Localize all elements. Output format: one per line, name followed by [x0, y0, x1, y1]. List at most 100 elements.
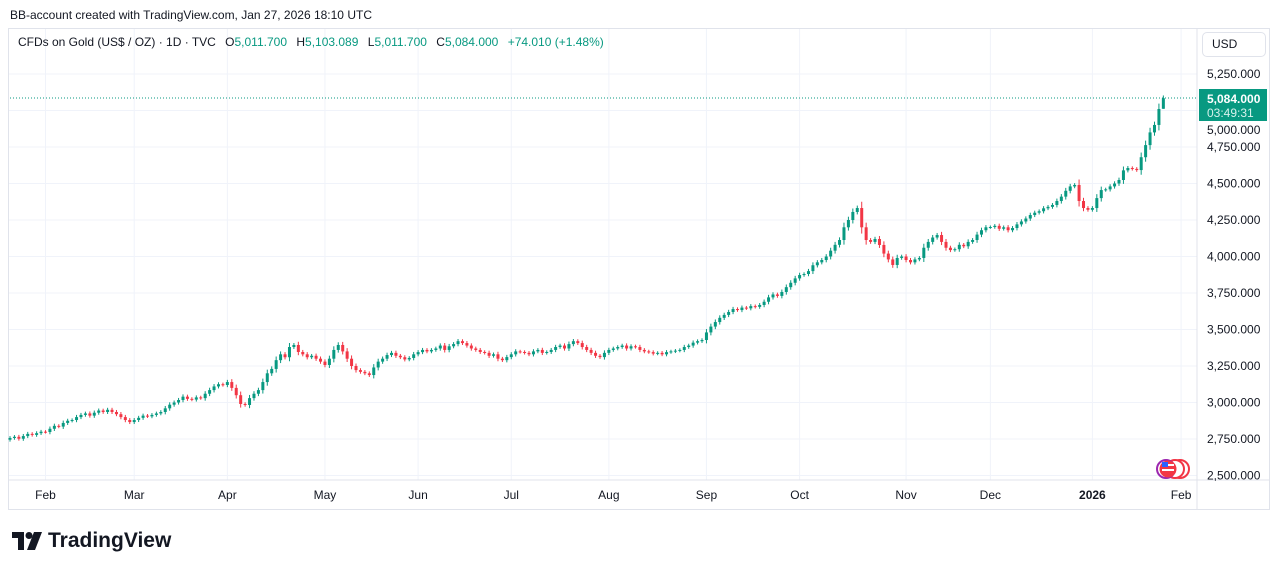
candle-body	[1006, 227, 1010, 231]
candle-body	[1059, 196, 1063, 202]
candle	[678, 348, 682, 353]
candle-body	[891, 259, 895, 265]
candle	[620, 343, 624, 349]
candle	[966, 239, 970, 249]
candle-body	[190, 398, 194, 400]
candle-body	[137, 417, 141, 421]
candles	[8, 95, 1165, 442]
candle	[1095, 194, 1099, 212]
candle	[75, 414, 79, 423]
candle-body	[793, 278, 797, 283]
candle	[292, 343, 296, 349]
candle	[48, 426, 52, 435]
candle-body	[922, 247, 926, 258]
candle	[767, 294, 771, 305]
candle	[505, 354, 509, 363]
candle	[163, 405, 167, 415]
candle-body	[101, 410, 105, 412]
candle-body	[61, 422, 65, 427]
candle-body	[327, 358, 331, 365]
candle	[838, 237, 842, 248]
candle	[26, 431, 30, 439]
candle-body	[376, 361, 380, 368]
candle	[696, 339, 700, 345]
candle-body	[833, 244, 837, 251]
candle	[123, 414, 127, 423]
candle	[341, 341, 345, 355]
candle-body	[727, 311, 731, 315]
candle	[1161, 95, 1165, 109]
candle	[793, 275, 797, 286]
price-tick-label: 4,000.000	[1207, 250, 1261, 264]
candle	[1015, 222, 1019, 231]
symbol-legend: CFDs on Gold (US$ / OZ) · 1D · TVC O5,01…	[18, 35, 604, 49]
candle	[416, 350, 420, 357]
candle-body	[633, 346, 637, 348]
candle	[429, 348, 433, 354]
economic-events-icon[interactable]	[1156, 459, 1190, 479]
candle	[656, 351, 660, 356]
candle-body	[1108, 186, 1112, 190]
candle-body	[243, 403, 247, 405]
candle-body	[469, 345, 473, 349]
candle-body	[909, 260, 913, 263]
candle	[132, 418, 136, 425]
candle-body	[287, 347, 291, 358]
symbol-title[interactable]: CFDs on Gold (US$ / OZ) · 1D · TVC	[18, 35, 216, 49]
candle-body	[931, 237, 935, 242]
candle-body	[660, 352, 664, 355]
candle-body	[398, 355, 402, 358]
candle-body	[123, 417, 127, 421]
candle	[389, 350, 393, 358]
candle	[917, 256, 921, 262]
tradingview-logo[interactable]: TradingView	[12, 529, 171, 553]
candle	[1104, 187, 1108, 192]
candle-body	[1126, 168, 1130, 171]
candle	[855, 205, 859, 215]
candle	[114, 409, 118, 417]
candle-body	[505, 357, 509, 361]
candle	[563, 343, 566, 351]
time-tick-label: Feb	[35, 488, 56, 502]
candle	[820, 257, 824, 265]
candle	[1152, 121, 1156, 136]
candle-body	[239, 395, 243, 404]
candle	[465, 340, 469, 348]
candle	[425, 348, 429, 354]
candle-body	[855, 208, 859, 212]
candle	[651, 350, 655, 356]
currency-button[interactable]: USD	[1202, 32, 1266, 57]
candle-body	[1042, 208, 1046, 212]
candle-body	[1121, 170, 1125, 180]
candle	[829, 247, 833, 260]
candle	[1113, 181, 1117, 189]
candle-body	[43, 431, 47, 433]
candle	[248, 394, 252, 409]
candle-body	[394, 352, 398, 356]
candle	[709, 323, 713, 336]
candle	[1090, 206, 1094, 212]
candle	[975, 231, 979, 243]
candle	[1157, 103, 1161, 131]
candle-body	[70, 420, 74, 422]
candle	[310, 353, 314, 360]
candle	[21, 433, 25, 441]
candle	[43, 430, 47, 434]
candle-body	[718, 317, 722, 323]
candle	[97, 408, 101, 415]
candle-body	[842, 227, 846, 241]
candle-body	[886, 253, 890, 260]
candle	[846, 216, 850, 231]
candle	[327, 355, 331, 369]
candle-body	[1019, 221, 1023, 225]
chart-frame	[8, 28, 1270, 510]
candle	[407, 356, 411, 362]
candle	[363, 370, 367, 376]
tradingview-logo-icon	[12, 532, 42, 550]
candle	[358, 368, 362, 374]
candle	[638, 344, 642, 353]
candle-body	[1028, 215, 1032, 219]
candle	[722, 312, 726, 321]
candle-body	[580, 343, 584, 348]
